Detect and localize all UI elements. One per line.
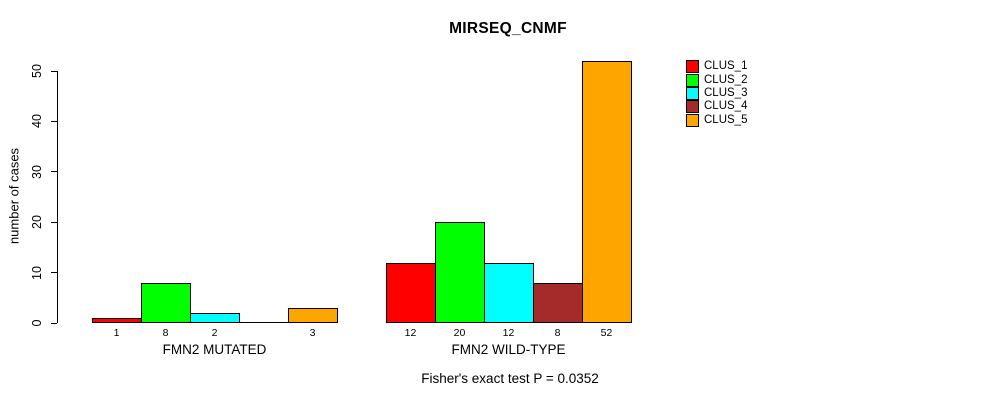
bar-value-label: 2	[211, 327, 218, 339]
y-axis-title: number of cases	[6, 147, 22, 245]
bar-clus_1-group1	[92, 318, 142, 323]
bar-value-label: 8	[162, 327, 169, 339]
legend-label: CLUS_2	[704, 73, 748, 86]
bar-value-label: 8	[554, 327, 561, 339]
bar-clus_1-group2	[386, 263, 436, 323]
bar-clus_2-group1	[141, 283, 191, 323]
legend-swatch	[686, 73, 699, 87]
y-tick-label: 10	[30, 265, 44, 280]
bar-value-label: 52	[600, 327, 613, 339]
legend-label: CLUS_4	[704, 100, 748, 113]
y-tick	[51, 221, 57, 223]
legend: CLUS_1 CLUS_2 CLUS_3 CLUS_4 CLUS_5	[686, 60, 747, 127]
bar-clus_2-group2	[435, 222, 485, 323]
chart-title: MIRSEQ_CNMF	[449, 20, 567, 37]
group-label-2: FMN2 WILD-TYPE	[451, 342, 566, 357]
legend-swatch	[686, 60, 699, 74]
legend-item-clus_4: CLUS_4	[686, 100, 748, 114]
y-tick	[51, 322, 57, 324]
y-tick	[51, 70, 57, 72]
legend-swatch	[686, 86, 699, 100]
bar-value-label: 12	[502, 327, 515, 339]
y-tick	[51, 120, 57, 122]
bar-value-label: 20	[453, 327, 466, 339]
bar-clus_5-group2	[582, 61, 632, 323]
y-tick-label: 40	[30, 114, 44, 129]
y-tick-label: 50	[30, 64, 44, 78]
bar-clus_3-group1	[190, 313, 240, 323]
legend-label: CLUS_1	[704, 60, 748, 73]
bar-clus_4-group2	[533, 283, 583, 323]
y-tick	[51, 272, 57, 274]
legend-item-clus_2: CLUS_2	[686, 73, 748, 87]
fisher-test-annotation: Fisher's exact test P = 0.0352	[421, 371, 599, 386]
legend-label: CLUS_3	[704, 86, 748, 99]
legend-item-clus_3: CLUS_3	[686, 86, 748, 100]
bar-value-label: 3	[309, 327, 316, 339]
legend-item-clus_5: CLUS_5	[686, 113, 748, 127]
bar-value-label: 1	[113, 327, 120, 339]
legend-item-clus_1: CLUS_1	[686, 60, 748, 74]
bar-value-label: 12	[404, 327, 417, 339]
legend-swatch	[686, 113, 699, 127]
y-tick	[51, 171, 57, 173]
legend-label: CLUS_5	[704, 113, 748, 126]
bar-clus_5-group1	[288, 308, 338, 323]
bar-clus_4-group1	[239, 322, 289, 323]
y-tick-label: 0	[30, 319, 44, 327]
legend-swatch	[686, 100, 699, 114]
group-label-1: FMN2 MUTATED	[162, 342, 267, 357]
y-tick-label: 20	[30, 215, 44, 230]
y-tick-label: 30	[30, 164, 44, 179]
bar-clus_3-group2	[484, 263, 534, 323]
y-axis-line	[57, 71, 58, 323]
